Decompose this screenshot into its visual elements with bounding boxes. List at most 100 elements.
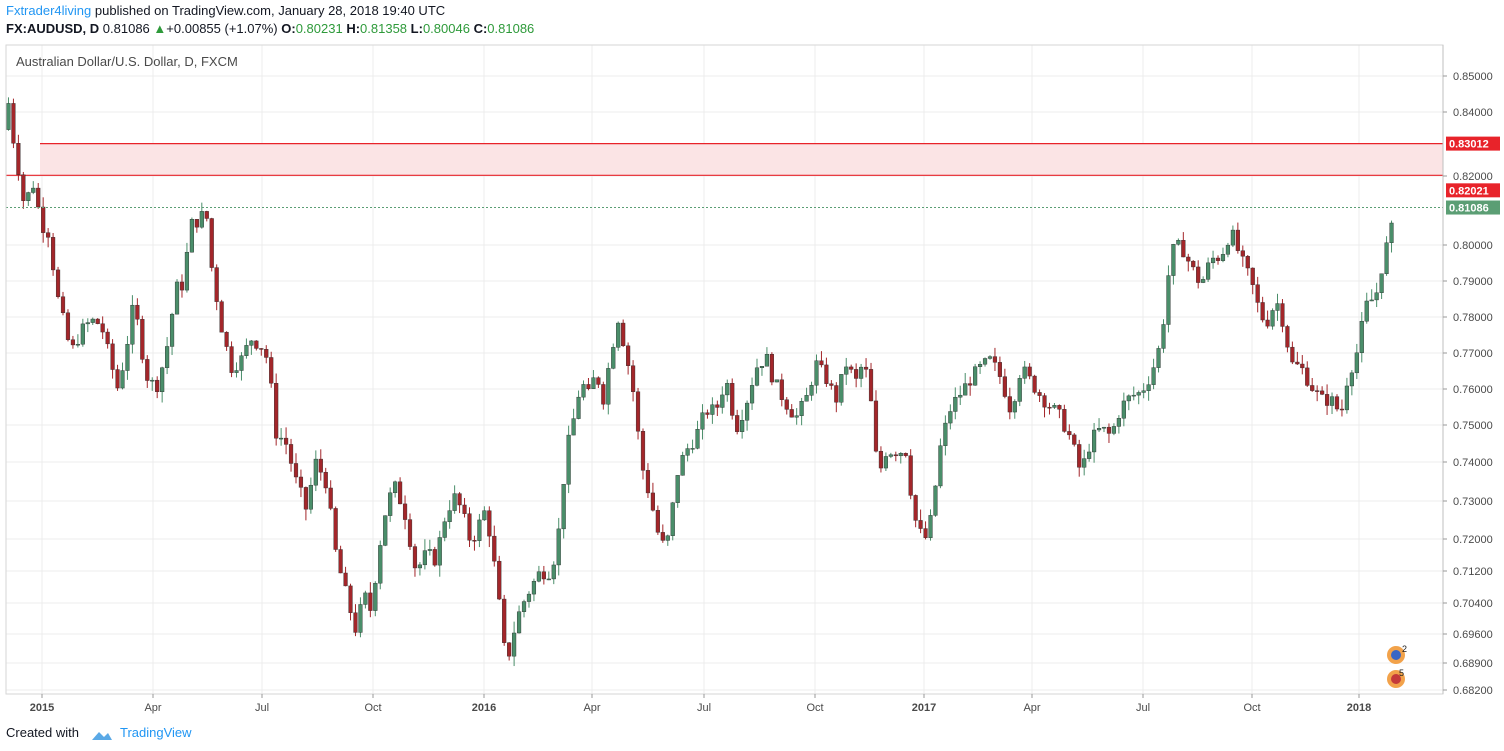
candle xyxy=(31,181,36,195)
candle xyxy=(1206,257,1211,282)
candle xyxy=(160,366,165,403)
price-tick-label: 0.68200 xyxy=(1453,685,1493,697)
candle xyxy=(194,219,199,233)
candle xyxy=(1275,293,1280,321)
time-tick-label: Apr xyxy=(583,702,600,714)
svg-text:0.83012: 0.83012 xyxy=(1449,139,1489,151)
candle xyxy=(606,362,611,415)
candle xyxy=(333,506,338,552)
candle xyxy=(591,370,596,389)
chart-title: Australian Dollar/U.S. Dollar, D, FXCM xyxy=(16,54,238,69)
candle xyxy=(943,415,948,456)
candle xyxy=(1250,267,1255,295)
candle xyxy=(948,404,953,430)
candle xyxy=(834,382,839,413)
flag-count-us: 5 xyxy=(1399,668,1404,678)
candle xyxy=(457,492,462,514)
price-tick-label: 0.84000 xyxy=(1453,107,1493,119)
candle xyxy=(75,334,80,348)
candle xyxy=(1329,392,1335,415)
candle xyxy=(1245,255,1250,276)
candle xyxy=(1146,376,1151,401)
candle xyxy=(1166,265,1171,333)
candle xyxy=(477,513,482,548)
candle xyxy=(85,318,90,333)
candle xyxy=(829,380,834,390)
candle xyxy=(1225,242,1231,258)
candle xyxy=(1022,360,1027,384)
low-label: L: xyxy=(410,21,423,36)
price-axis[interactable]: 0.85000 0.84000 0.82000 0.80000 0.79000 0.780… xyxy=(1443,71,1493,697)
open-value: 0.80231 xyxy=(295,21,343,36)
candle xyxy=(1027,363,1032,380)
time-axis[interactable]: 2015 Apr Jul Oct 2016 Apr Jul Oct 2017 Apr Jul Oct 2… xyxy=(30,694,1371,714)
change-text: +0.00855 (+1.07%) xyxy=(166,21,278,36)
candle xyxy=(938,438,943,489)
candle xyxy=(616,321,621,351)
candle xyxy=(254,340,259,351)
candle xyxy=(849,364,854,374)
candle xyxy=(695,420,700,450)
candle xyxy=(288,438,294,472)
price-tick-label: 0.72000 xyxy=(1453,534,1493,546)
candle xyxy=(804,387,809,402)
candle xyxy=(383,515,388,547)
candle xyxy=(1255,276,1260,313)
candle xyxy=(571,408,576,436)
candle xyxy=(323,467,328,494)
candle xyxy=(140,315,145,364)
candle xyxy=(1126,394,1131,411)
candle xyxy=(1141,383,1146,399)
candle xyxy=(209,217,214,272)
candle xyxy=(635,387,641,440)
candle xyxy=(1171,243,1176,285)
candle xyxy=(814,354,819,394)
candle xyxy=(1300,355,1305,375)
price-tick-label: 0.80000 xyxy=(1453,240,1493,252)
candle xyxy=(1151,358,1156,390)
candle xyxy=(551,561,556,585)
candle xyxy=(640,428,646,480)
author-link[interactable]: Fxtrader4living xyxy=(6,3,92,18)
candle xyxy=(1067,424,1072,440)
candle xyxy=(923,521,928,540)
high-label: H: xyxy=(346,21,361,36)
tradingview-logo-icon[interactable] xyxy=(91,728,113,740)
candle xyxy=(541,565,546,585)
candle xyxy=(1201,276,1206,284)
candle xyxy=(1087,443,1092,462)
candle xyxy=(199,202,204,229)
change-arrow-icon: ▲ xyxy=(153,21,167,36)
tradingview-link[interactable]: TradingView xyxy=(120,725,192,740)
candle xyxy=(343,566,348,587)
candle xyxy=(1092,422,1097,463)
event-flags[interactable] xyxy=(1387,646,1405,688)
candle xyxy=(135,298,140,326)
candle xyxy=(1344,377,1349,414)
candle xyxy=(1072,433,1077,447)
candle xyxy=(100,316,105,340)
candle xyxy=(521,599,527,618)
candle xyxy=(819,351,824,368)
close-value: 0.81086 xyxy=(487,21,535,36)
candle xyxy=(293,453,299,484)
candle xyxy=(754,358,760,387)
candles xyxy=(6,97,1394,667)
candle xyxy=(710,397,715,424)
candle xyxy=(1280,299,1285,333)
candle xyxy=(660,524,665,543)
candle xyxy=(115,364,120,391)
candle xyxy=(16,134,21,181)
candle xyxy=(1315,385,1320,402)
candle xyxy=(1106,423,1112,443)
candle xyxy=(1379,273,1384,300)
candle xyxy=(1012,399,1017,419)
candle xyxy=(1320,386,1325,396)
price-tick-label: 0.71200 xyxy=(1453,566,1493,578)
candle xyxy=(402,495,408,530)
candle xyxy=(1121,392,1126,427)
candle xyxy=(432,546,437,567)
candle xyxy=(60,291,66,316)
candle xyxy=(863,358,869,378)
